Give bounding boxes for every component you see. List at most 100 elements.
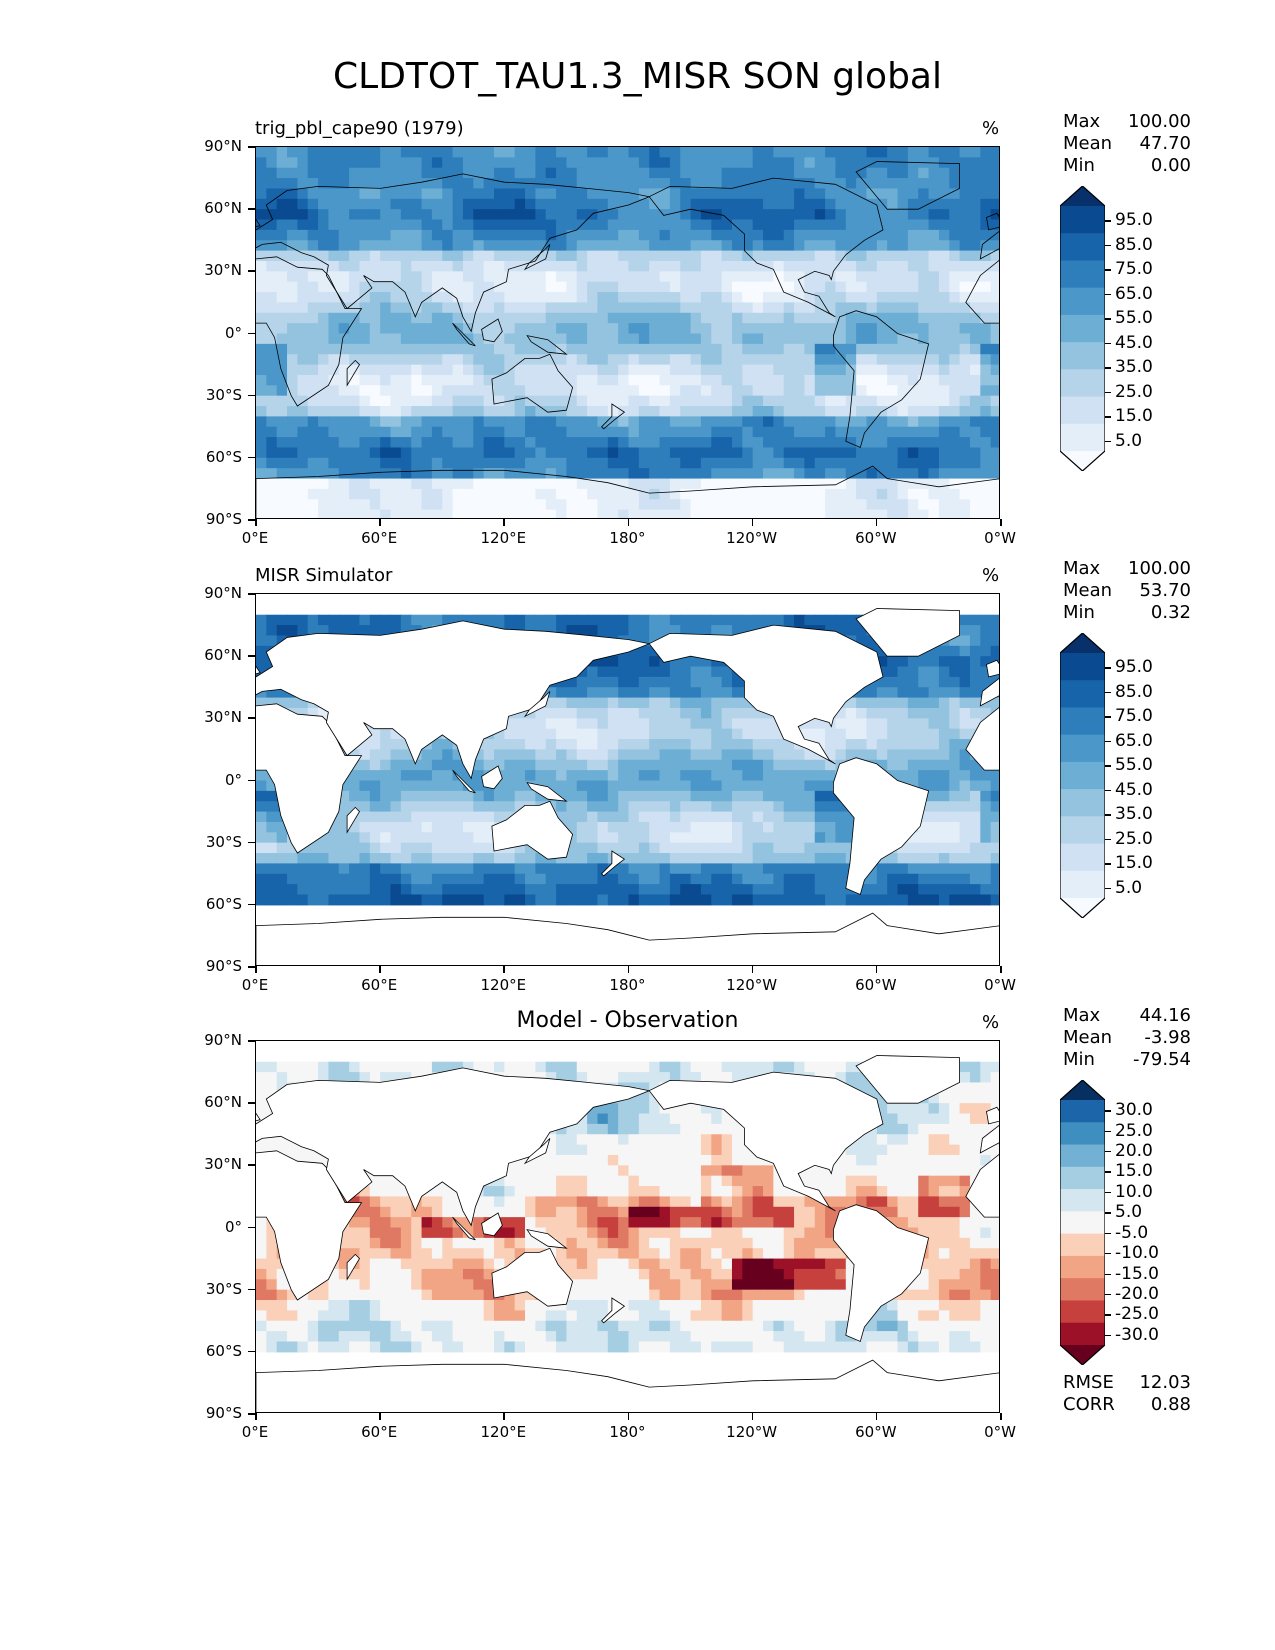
grid-cell xyxy=(338,416,350,428)
grid-cell xyxy=(504,250,516,262)
grid-cell xyxy=(814,437,826,449)
grid-cell xyxy=(421,894,433,906)
grid-cell xyxy=(514,718,526,730)
grid-cell xyxy=(752,198,764,210)
grid-cell xyxy=(587,687,599,699)
grid-cell xyxy=(431,343,443,355)
grid-cell xyxy=(835,873,847,885)
x-tick-mark xyxy=(1000,519,1002,526)
grid-cell xyxy=(794,229,806,241)
grid-cell xyxy=(680,499,692,511)
grid-cell xyxy=(969,625,981,637)
grid-cell xyxy=(638,790,650,802)
grid-cell xyxy=(959,198,971,210)
colorbar-tick-label: 65.0 xyxy=(1115,730,1153,751)
grid-cell xyxy=(369,426,381,438)
grid-cell xyxy=(576,198,588,210)
grid-cell xyxy=(338,884,350,896)
grid-cell xyxy=(587,873,599,885)
grid-cell xyxy=(969,292,981,304)
grid-cell xyxy=(493,863,505,875)
grid-cell xyxy=(380,873,392,885)
grid-cell xyxy=(969,323,981,335)
grid-cell xyxy=(638,1082,650,1094)
grid-cell xyxy=(763,499,774,511)
grid-cell xyxy=(887,312,899,324)
grid-cell xyxy=(287,260,298,272)
grid-cell xyxy=(607,625,619,637)
grid-cell xyxy=(442,499,454,511)
colorbar-tick-label: 55.0 xyxy=(1115,755,1153,776)
grid-cell xyxy=(887,374,899,386)
grid-cell xyxy=(421,271,433,283)
grid-cell xyxy=(473,374,485,386)
panel-model: trig_pbl_cape90 (1979) % Max 100.00 Mean 4… xyxy=(0,111,1275,558)
grid-cell xyxy=(307,894,319,906)
grid-cell xyxy=(297,873,309,885)
grid-cell xyxy=(887,406,899,417)
grid-cell xyxy=(442,167,454,179)
grid-cell xyxy=(576,509,588,518)
grid-cell xyxy=(731,198,743,210)
grid-cell xyxy=(669,395,681,407)
grid-cell xyxy=(287,219,298,231)
grid-cell xyxy=(659,426,671,438)
grid-cell xyxy=(669,739,681,751)
grid-cell xyxy=(638,147,650,158)
grid-cell xyxy=(680,697,692,709)
grid-cell xyxy=(938,147,950,158)
grid-cell xyxy=(545,426,557,438)
grid-cell xyxy=(462,323,474,335)
grid-cell xyxy=(338,853,350,864)
grid-cell xyxy=(566,178,578,190)
coastline-path xyxy=(855,608,960,657)
grid-cell xyxy=(980,447,992,459)
grid-cell xyxy=(763,437,774,449)
grid-cell xyxy=(876,323,888,335)
grid-cell xyxy=(969,801,981,813)
grid-cell xyxy=(752,780,764,792)
grid-cell xyxy=(742,354,754,366)
grid-cell xyxy=(618,167,630,179)
grid-cell xyxy=(763,478,774,490)
grid-cell xyxy=(359,198,371,210)
grid-cell xyxy=(266,281,278,293)
grid-cell xyxy=(980,488,992,500)
grid-cell xyxy=(276,167,288,179)
grid-cell xyxy=(876,250,888,262)
grid-cell xyxy=(597,209,609,221)
grid-cell xyxy=(659,406,671,417)
grid-cell xyxy=(659,364,671,376)
grid-cell xyxy=(763,302,774,314)
grid-cell xyxy=(328,395,340,407)
grid-cell xyxy=(421,292,433,304)
grid-cell xyxy=(442,250,454,262)
grid-cell xyxy=(690,395,702,407)
grid-cell xyxy=(918,426,930,438)
grid-cell xyxy=(980,884,992,896)
grid-cell xyxy=(700,749,712,761)
grid-cell xyxy=(783,1061,795,1073)
grid-cell xyxy=(731,260,743,272)
grid-cell xyxy=(700,478,712,490)
grid-cell xyxy=(421,198,433,210)
grid-cell xyxy=(338,333,350,345)
grid-cell xyxy=(349,385,361,397)
grid-cell xyxy=(266,884,278,896)
grid-cell xyxy=(990,406,999,417)
grid-cell xyxy=(804,281,816,293)
grid-cell xyxy=(897,853,909,864)
grid-cell xyxy=(804,209,816,221)
grid-cell xyxy=(907,374,919,386)
grid-cell xyxy=(700,271,712,283)
grid-cell xyxy=(763,853,774,864)
y-tick-label: 0° xyxy=(224,770,242,789)
panel-title: Model - Observation xyxy=(516,1008,739,1033)
grid-cell xyxy=(556,625,568,637)
grid-cell xyxy=(525,770,536,782)
grid-cell xyxy=(856,749,868,761)
grid-cell xyxy=(452,509,464,518)
grid-cell xyxy=(400,343,412,355)
grid-cell xyxy=(845,219,857,231)
grid-cell xyxy=(680,260,692,272)
